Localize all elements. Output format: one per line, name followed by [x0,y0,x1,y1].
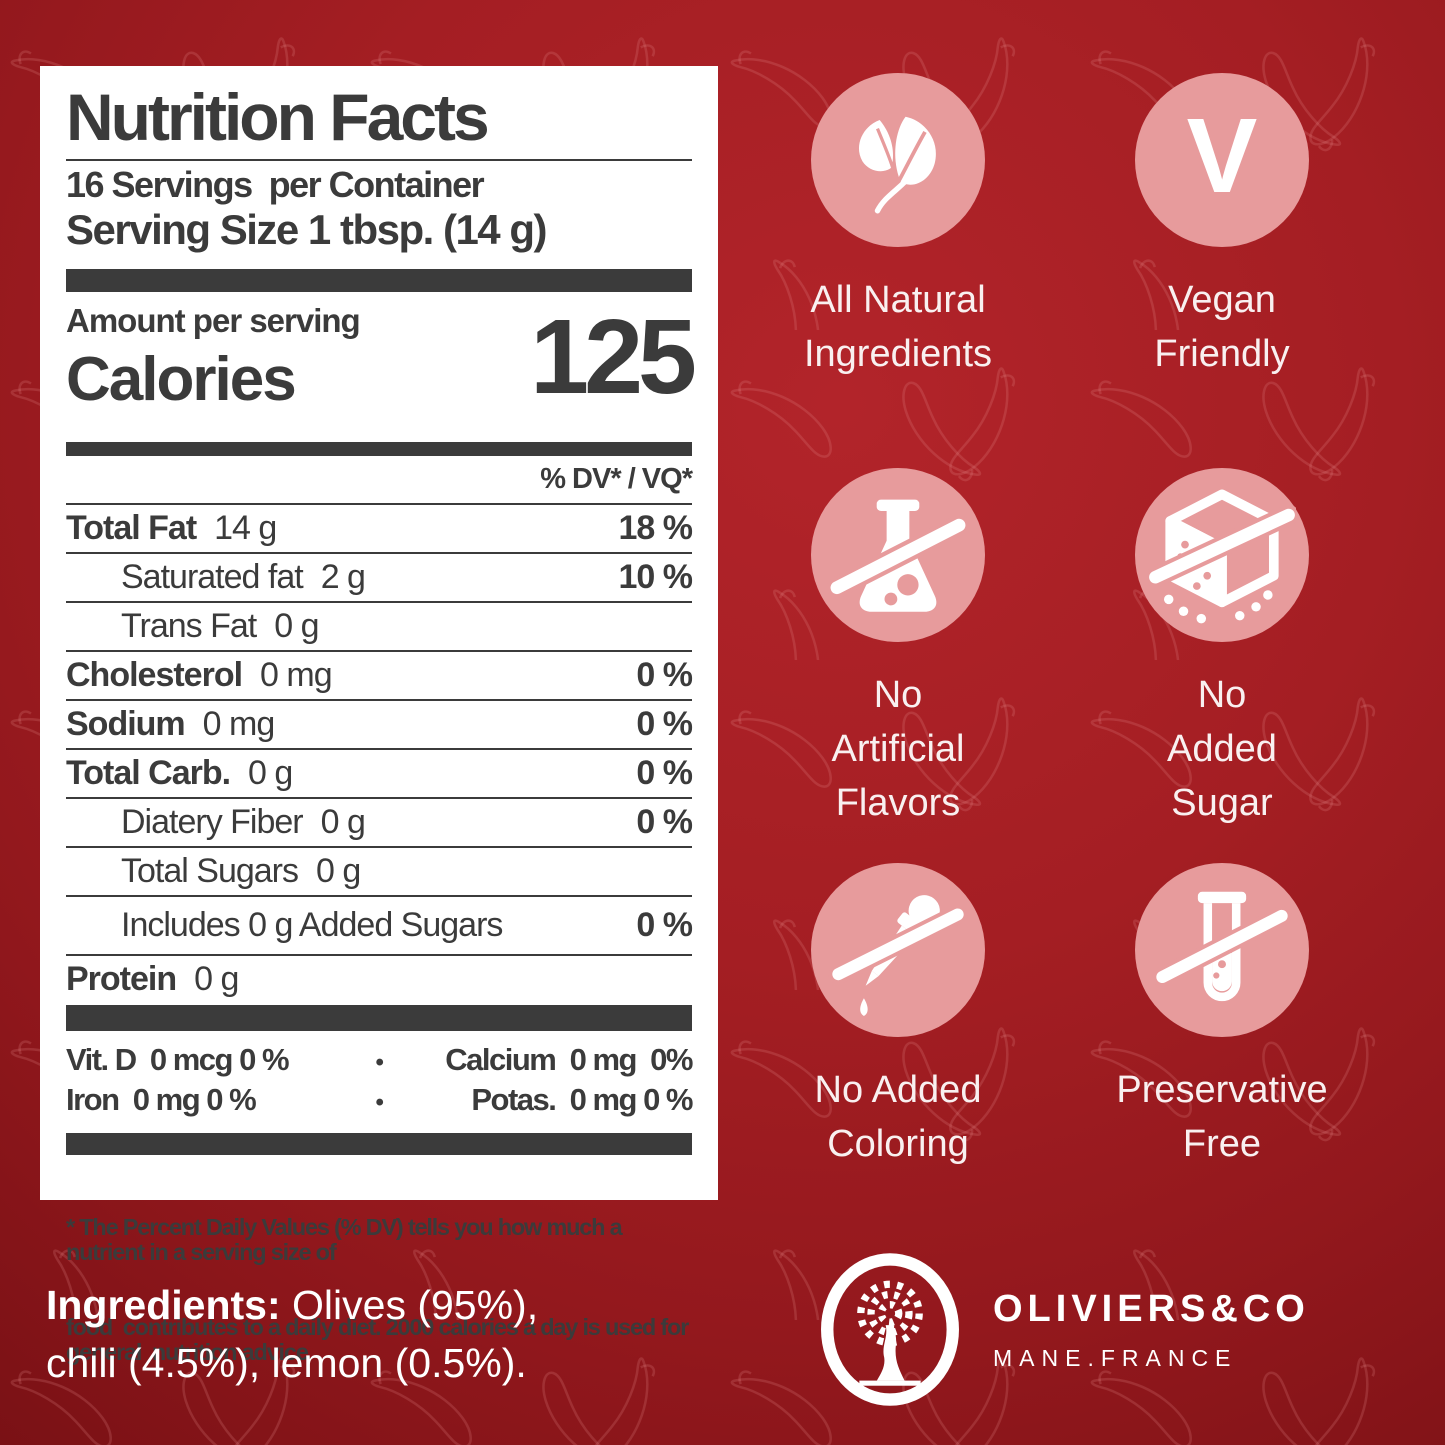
nutrient-dv: 0 % [636,704,693,743]
no-test-tube-icon [1152,891,1292,1002]
nutrient-dv: 0 % [636,655,693,694]
badge-no-added-coloring: No Added Coloring [743,863,1053,1171]
nutrient-name: Includes 0 g Added Sugars [121,905,503,944]
brand-name: OLIVIERS&CO [993,1287,1310,1330]
brand-origin: MANE.FRANCE [993,1344,1238,1371]
nutrient-dv: 0 % [636,905,693,944]
badge-label: No Added Sugar [1167,674,1277,824]
nutrient-qty: 0 mg [260,655,333,694]
nutrient-name: Cholesterol [66,655,243,694]
daily-value-footnote: * The Percent Daily Values (% DV) tells … [66,1165,692,1415]
badge-label: Preservative Free [1116,1069,1328,1165]
badge-label: Vegan Friendly [1154,279,1290,375]
vegan-v-icon: V [1186,97,1258,215]
nutrient-name: Sodium [66,704,186,743]
badge-no-artificial-flavors: No Artificial Flavors [743,468,1053,830]
nutrient-qty: 0 mg [202,704,276,743]
nutrient-dv: 0 % [636,802,693,841]
nutrient-qty: 2 g [320,557,366,596]
nutrient-qty: 14 g [214,508,277,547]
daily-value-header: % DV* / VQ* [66,458,693,505]
calories-block: Amount per serving Calories 125 [66,297,697,436]
nutrient-name: Trans Fat [121,606,257,645]
nutrient-qty: 0 g [320,802,366,841]
label-title: Nutrition Facts [66,80,490,154]
divider-bar [66,1132,692,1155]
serving-size: Serving Size 1 tbsp. (14 g) [66,205,547,253]
ingredients-line2: chili (4.5%), lemon (0.5%). [46,1340,527,1386]
badge-vegan-friendly: V Vegan Friendly [1067,73,1377,381]
nutrient-qty: 0 g [274,606,319,645]
badge-label: All Natural Ingredients [803,279,992,375]
olive-tree-logo-icon [821,1253,959,1406]
dot-separator: • [375,1048,384,1076]
nutrient-row-sodium: Sodium 0 mg 0 % [66,701,693,750]
amount-per-serving-label: Amount per serving [66,301,361,339]
footnote-line: food contributes to a daily diet. 2000 c… [66,1313,694,1365]
calcium-value: Calcium 0 mg 0% [445,1041,693,1077]
nutrient-row-protein: Protein 0 g [66,956,692,1003]
badge-no-added-sugar: No Added Sugar [1067,468,1377,830]
nutrient-dv: 0 % [636,753,693,792]
nutrient-name: Total Sugars [121,851,299,890]
nutrient-dv: 18 % [618,508,693,547]
nutrient-name: Diatery Fiber [121,802,304,841]
iron-value: Iron 0 mg 0 % [66,1081,257,1117]
ingredients-text: Ingredients: Olives (95%), chili (4.5%),… [46,1276,538,1392]
nutrient-row-cholesterol: Cholesterol 0 mg 0 % [66,652,693,701]
nutrient-row-trans-fat: Trans Fat 0 g [66,603,692,652]
micronutrient-row: Vit. D 0 mcg 0 % • Calcium 0 mg 0% [66,1041,694,1081]
nutrient-row-total-sugars: Total Sugars 0 g [66,848,692,897]
nutrient-row-total-carb: Total Carb. 0 g 0 % [66,750,693,799]
calories-label: Calories [66,344,297,414]
no-dropper-icon [828,895,968,1017]
potassium-value: Potas. 0 mg 0 % [471,1081,693,1117]
nutrient-row-total-fat: Total Fat 14 g 18 % [66,505,693,554]
badge-all-natural: All Natural Ingredients [743,73,1053,381]
nutrient-name: Saturated fat [121,557,304,596]
nutrition-facts-label: Nutrition Facts 16 Servings per Containe… [40,66,718,1364]
nutrient-dv: 10 % [618,557,693,596]
nutrient-name: Total Carb. [66,753,231,792]
nutrient-qty: 0 g [194,959,239,998]
divider-bar [66,1004,692,1031]
divider-bar [66,441,692,456]
leaf-icon [858,116,936,214]
brand-logo: OLIVIERS&CO MANE.FRANCE [817,1252,1310,1407]
badge-label: No Artificial Flavors [831,674,965,824]
nutrient-row-dietary-fiber: Diatery Fiber 0 g 0 % [66,799,693,848]
servings-per-container: 16 Servings per Container [66,164,485,206]
divider [66,159,692,162]
nutrient-row-saturated-fat: Saturated fat 2 g 10 % [66,554,693,603]
calories-value: 125 [530,297,697,416]
no-flask-icon [827,499,969,612]
nutrient-name: Total Fat [66,508,197,547]
nutrient-qty: 0 g [248,753,293,792]
ingredients-line1: Olives (95%), [280,1282,539,1328]
no-sugar-cube-icon [1148,489,1296,624]
micronutrient-row: Iron 0 mg 0 % • Potas. 0 mg 0 % [66,1081,694,1121]
nutrient-row-added-sugars: Includes 0 g Added Sugars 0 % [66,897,693,956]
badge-preservative-free: Preservative Free [1067,863,1377,1171]
vitamin-d-value: Vit. D 0 mcg 0 % [66,1041,290,1077]
badge-label: No Added Coloring [814,1069,982,1165]
dot-separator: • [375,1088,384,1116]
nutrient-name: Protein [66,959,177,998]
nutrient-qty: 0 g [316,851,361,890]
footnote-line: * The Percent Daily Values (% DV) tells … [66,1213,627,1265]
divider-bar [66,268,692,292]
ingredients-label: Ingredients: [46,1282,281,1328]
